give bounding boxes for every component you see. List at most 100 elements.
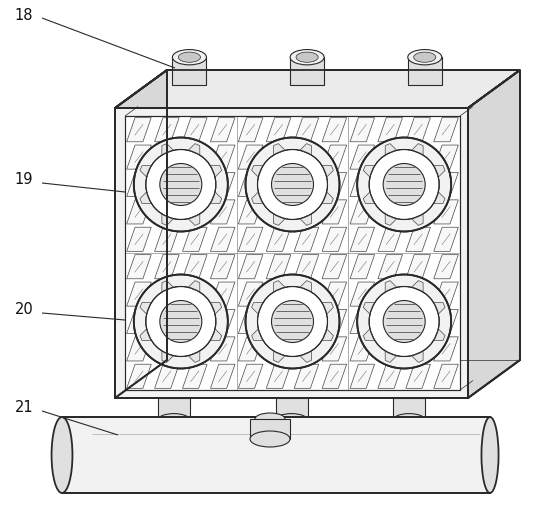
Polygon shape [412,214,423,225]
Polygon shape [162,214,173,225]
Polygon shape [126,254,151,279]
Polygon shape [294,227,318,251]
Polygon shape [294,254,318,279]
Ellipse shape [414,52,436,62]
Polygon shape [434,118,458,142]
Polygon shape [294,364,318,389]
Polygon shape [434,227,458,251]
Polygon shape [300,351,312,362]
Polygon shape [406,282,430,306]
Polygon shape [238,200,263,224]
Polygon shape [266,118,291,142]
Polygon shape [434,337,458,361]
Polygon shape [210,166,222,177]
Ellipse shape [179,52,201,62]
Ellipse shape [255,413,285,425]
Polygon shape [238,254,263,279]
Polygon shape [238,310,263,333]
Polygon shape [140,192,151,203]
Polygon shape [154,118,179,142]
Polygon shape [350,118,374,142]
Polygon shape [378,254,402,279]
Polygon shape [350,172,374,197]
Polygon shape [154,254,179,279]
Polygon shape [162,351,173,362]
Circle shape [272,300,314,343]
Polygon shape [255,419,285,425]
Polygon shape [406,200,430,224]
Circle shape [146,150,216,219]
Polygon shape [188,214,200,225]
Polygon shape [434,145,458,169]
Polygon shape [393,398,425,420]
Polygon shape [115,108,468,398]
Polygon shape [210,192,222,203]
Polygon shape [252,166,263,177]
Polygon shape [126,282,151,306]
Polygon shape [188,351,200,362]
Polygon shape [126,200,151,224]
Polygon shape [252,329,263,341]
Polygon shape [294,118,318,142]
Polygon shape [210,227,235,251]
Text: 19: 19 [15,172,33,187]
Polygon shape [210,145,235,169]
Circle shape [258,150,328,219]
Polygon shape [434,254,458,279]
Ellipse shape [250,431,290,447]
Polygon shape [406,254,430,279]
Polygon shape [300,281,312,292]
Ellipse shape [52,417,73,493]
Ellipse shape [296,52,318,62]
Circle shape [357,137,451,232]
Polygon shape [294,282,318,306]
Ellipse shape [290,50,324,65]
Ellipse shape [158,414,190,426]
Polygon shape [126,337,151,361]
Polygon shape [378,364,402,389]
Polygon shape [140,302,151,314]
Polygon shape [363,192,375,203]
Polygon shape [162,281,173,292]
Polygon shape [378,337,402,361]
Circle shape [369,286,439,357]
Circle shape [160,300,202,343]
Polygon shape [412,281,423,292]
Polygon shape [300,143,312,155]
Polygon shape [140,166,151,177]
Polygon shape [350,254,374,279]
Polygon shape [406,337,430,361]
Polygon shape [468,70,520,398]
Ellipse shape [408,50,442,65]
Polygon shape [182,364,207,389]
Ellipse shape [255,419,285,431]
Polygon shape [350,227,374,251]
Polygon shape [154,364,179,389]
Ellipse shape [275,414,308,426]
Polygon shape [182,145,207,169]
Polygon shape [434,166,445,177]
Polygon shape [210,118,235,142]
Polygon shape [210,310,235,333]
Polygon shape [434,310,458,333]
Polygon shape [238,337,263,361]
Ellipse shape [482,417,499,493]
Polygon shape [322,227,346,251]
Polygon shape [322,145,346,169]
Polygon shape [273,214,285,225]
Polygon shape [406,145,430,169]
Polygon shape [350,310,374,333]
Circle shape [245,137,339,232]
Polygon shape [210,302,222,314]
Polygon shape [378,200,402,224]
Polygon shape [210,337,235,361]
Polygon shape [252,192,263,203]
Polygon shape [434,302,445,314]
Polygon shape [154,145,179,169]
Circle shape [272,164,314,205]
Polygon shape [126,172,151,197]
Polygon shape [266,227,291,251]
Polygon shape [322,192,334,203]
Polygon shape [126,145,151,169]
Polygon shape [182,337,207,361]
